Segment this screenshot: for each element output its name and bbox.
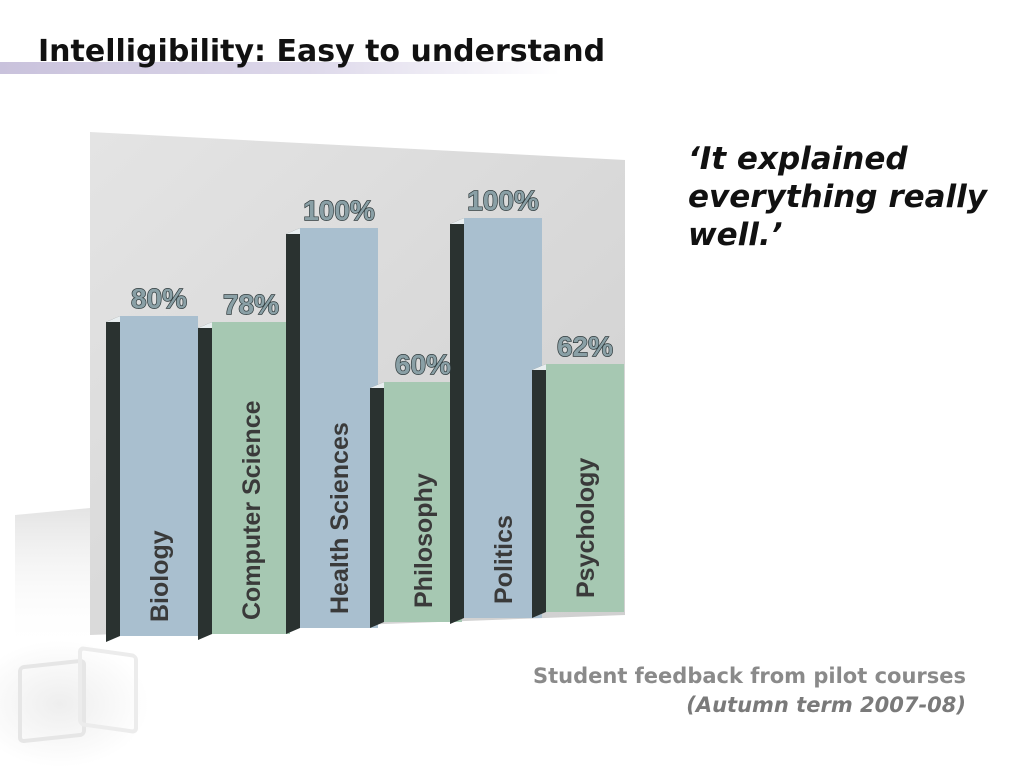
bar-side-health-sciences bbox=[286, 228, 300, 634]
bar-side-biology bbox=[106, 316, 120, 642]
bar-side-computer-science bbox=[198, 322, 212, 640]
value-label-biology: 80% bbox=[131, 283, 187, 314]
bar-computer-science bbox=[212, 322, 290, 634]
bar-chart: 80% 78% 100% 60% 100% 62% Biology Computer Sci… bbox=[15, 132, 625, 650]
value-label-psychology: 62% bbox=[557, 331, 613, 362]
category-label-psychology: Psychology bbox=[572, 458, 600, 598]
bar-side-philosophy bbox=[370, 382, 384, 628]
bar-side-psychology bbox=[532, 364, 546, 618]
bar-philosophy bbox=[384, 382, 462, 622]
page-title: Intelligibility: Easy to understand bbox=[38, 34, 606, 69]
decorative-graphic bbox=[0, 640, 150, 768]
bar-side-politics bbox=[450, 218, 464, 624]
value-label-politics: 100% bbox=[467, 185, 539, 216]
value-label-philosophy: 60% bbox=[395, 349, 451, 380]
bar-politics bbox=[464, 218, 542, 618]
value-labels-group: 80% 78% 100% 60% 100% 62% bbox=[130, 184, 614, 380]
bar-health-sciences bbox=[300, 228, 378, 628]
bars-group bbox=[106, 218, 624, 642]
title-underline bbox=[0, 62, 560, 74]
category-labels-group: Biology Computer Science Health Sciences Ph… bbox=[146, 400, 600, 622]
category-label-biology: Biology bbox=[146, 530, 174, 622]
value-label-computer-science: 78% bbox=[223, 289, 279, 320]
value-label-health-sciences: 100% bbox=[303, 195, 375, 226]
caption: Student feedback from pilot courses (Aut… bbox=[533, 662, 966, 720]
category-label-philosophy: Philosophy bbox=[410, 473, 438, 608]
bar-psychology bbox=[546, 364, 624, 612]
category-label-politics: Politics bbox=[490, 515, 518, 604]
caption-line-1: Student feedback from pilot courses bbox=[532, 664, 966, 688]
quote-text: ‘It explained everything really well.’ bbox=[688, 141, 988, 253]
category-label-computer-science: Computer Science bbox=[238, 400, 266, 620]
caption-line-2: (Autumn term 2007-08) bbox=[686, 693, 966, 717]
decorative-frame bbox=[18, 658, 86, 744]
bar-biology bbox=[120, 316, 198, 636]
category-label-health-sciences: Health Sciences bbox=[326, 422, 354, 614]
decorative-frame bbox=[78, 645, 138, 735]
